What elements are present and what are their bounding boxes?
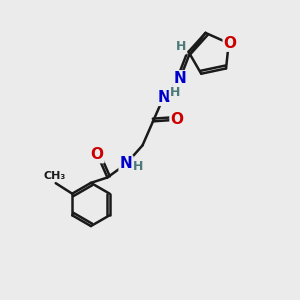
Text: CH₃: CH₃ [43,171,65,181]
Text: N: N [157,90,170,105]
Text: N: N [120,157,132,172]
Text: H: H [133,160,143,173]
Text: N: N [174,71,186,86]
Text: H: H [176,40,186,53]
Text: O: O [90,147,104,162]
Text: H: H [170,86,180,99]
Text: O: O [224,36,237,51]
Text: O: O [170,112,184,128]
